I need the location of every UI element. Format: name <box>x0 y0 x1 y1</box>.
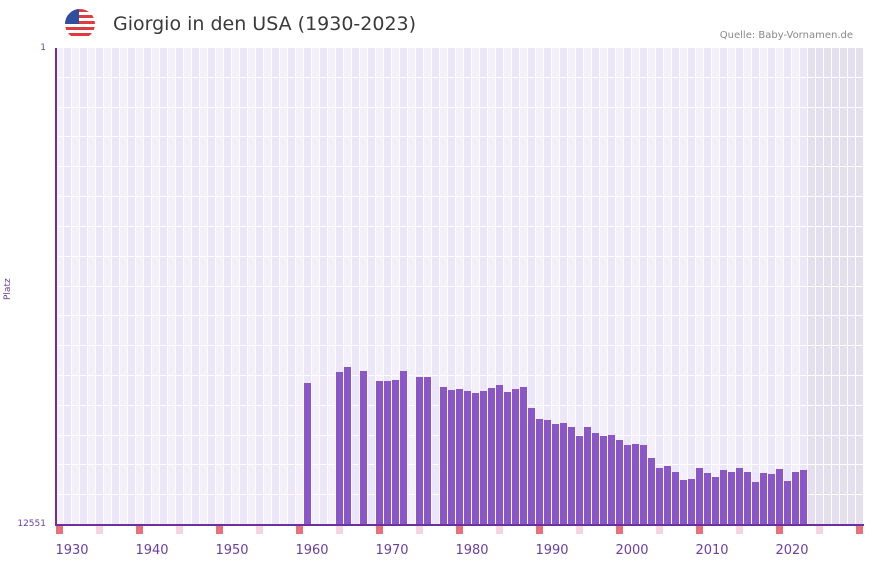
bar-2014[interactable] <box>744 471 751 524</box>
year-marker <box>736 525 743 534</box>
bar-2006[interactable] <box>680 479 687 524</box>
bar-2019[interactable] <box>784 480 791 524</box>
x-tick-label: 1980 <box>455 543 489 558</box>
bar-1978[interactable] <box>456 388 463 524</box>
bar-1992[interactable] <box>568 426 575 524</box>
bar-1986[interactable] <box>520 386 527 524</box>
bar-1983[interactable] <box>496 384 503 524</box>
year-marker <box>176 525 183 534</box>
y-tick-top: 1 <box>40 43 46 53</box>
bar-1987[interactable] <box>528 407 535 524</box>
bar-2004[interactable] <box>664 465 671 524</box>
bar-2001[interactable] <box>640 444 647 524</box>
bar-2007[interactable] <box>688 478 695 524</box>
year-marker <box>336 525 343 534</box>
bar-2008[interactable] <box>696 467 703 524</box>
bar-1979[interactable] <box>464 390 471 524</box>
bar-1976[interactable] <box>440 386 447 524</box>
year-marker <box>376 525 383 534</box>
bar-1970[interactable] <box>392 379 399 524</box>
x-tick-label: 1930 <box>55 543 89 558</box>
bar-1968[interactable] <box>376 380 383 524</box>
x-tick-label: 1990 <box>535 543 569 558</box>
year-marker <box>616 525 623 534</box>
year-marker <box>96 525 103 534</box>
year-marker <box>56 525 63 534</box>
x-tick-label: 1960 <box>295 543 329 558</box>
x-tick-label: 1950 <box>215 543 249 558</box>
bar-1966[interactable] <box>360 370 367 524</box>
year-marker <box>776 525 783 534</box>
bar-1980[interactable] <box>472 392 479 524</box>
bar-2013[interactable] <box>736 467 743 524</box>
bar-1969[interactable] <box>384 380 391 524</box>
bar-2002[interactable] <box>648 457 655 524</box>
bar-2011[interactable] <box>720 469 727 524</box>
bar-2015[interactable] <box>752 481 759 524</box>
bar-1985[interactable] <box>512 388 519 524</box>
y-tick-bottom: 12551 <box>17 519 46 529</box>
bar-2010[interactable] <box>712 476 719 524</box>
bar-2016[interactable] <box>760 472 767 524</box>
bar-1981[interactable] <box>480 390 487 524</box>
year-marker <box>856 525 863 534</box>
x-axis <box>55 524 864 526</box>
year-marker <box>656 525 663 534</box>
bar-1994[interactable] <box>584 426 591 524</box>
bar-1989[interactable] <box>544 419 551 524</box>
bar-1964[interactable] <box>344 366 351 524</box>
bar-2021[interactable] <box>800 469 807 524</box>
bar-1993[interactable] <box>576 435 583 524</box>
bar-1997[interactable] <box>608 434 615 524</box>
x-tick-label: 1970 <box>375 543 409 558</box>
source-link[interactable]: Quelle: Baby-Vornamen.de <box>719 30 853 41</box>
bar-1996[interactable] <box>600 435 607 524</box>
bar-1999[interactable] <box>624 444 631 524</box>
bar-1991[interactable] <box>560 422 567 524</box>
us-flag-icon <box>65 9 95 39</box>
bar-2012[interactable] <box>728 471 735 524</box>
bar-1990[interactable] <box>552 423 559 524</box>
year-marker <box>536 525 543 534</box>
bar-2020[interactable] <box>792 471 799 524</box>
year-marker <box>576 525 583 534</box>
bar-1977[interactable] <box>448 389 455 524</box>
year-marker <box>456 525 463 534</box>
bar-1998[interactable] <box>616 439 623 524</box>
bar-1959[interactable] <box>304 383 311 524</box>
bar-1982[interactable] <box>488 387 495 524</box>
bar-1971[interactable] <box>400 370 407 524</box>
chart-title: Giorgio in den USA (1930-2023) <box>113 13 417 35</box>
bar-2003[interactable] <box>656 467 663 524</box>
bar-1988[interactable] <box>536 418 543 524</box>
y-axis-label: Platz <box>3 278 13 300</box>
bar-1984[interactable] <box>504 391 511 524</box>
year-marker <box>216 525 223 534</box>
year-marker <box>296 525 303 534</box>
bar-2000[interactable] <box>632 443 639 524</box>
x-tick-label: 1940 <box>135 543 169 558</box>
year-marker <box>136 525 143 534</box>
bar-2017[interactable] <box>768 473 775 524</box>
x-tick-label: 2010 <box>695 543 729 558</box>
year-marker <box>696 525 703 534</box>
bar-2009[interactable] <box>704 472 711 524</box>
bar-2005[interactable] <box>672 471 679 524</box>
year-marker <box>816 525 823 534</box>
bar-1995[interactable] <box>592 432 599 524</box>
x-tick-label: 2000 <box>615 543 649 558</box>
year-marker <box>416 525 423 534</box>
bar-1973[interactable] <box>416 376 423 524</box>
y-axis <box>55 48 57 526</box>
year-marker <box>496 525 503 534</box>
bar-1974[interactable] <box>424 376 431 524</box>
bar-1963[interactable] <box>336 371 343 524</box>
bar-2018[interactable] <box>776 468 783 524</box>
year-marker <box>256 525 263 534</box>
x-tick-label: 2020 <box>775 543 809 558</box>
